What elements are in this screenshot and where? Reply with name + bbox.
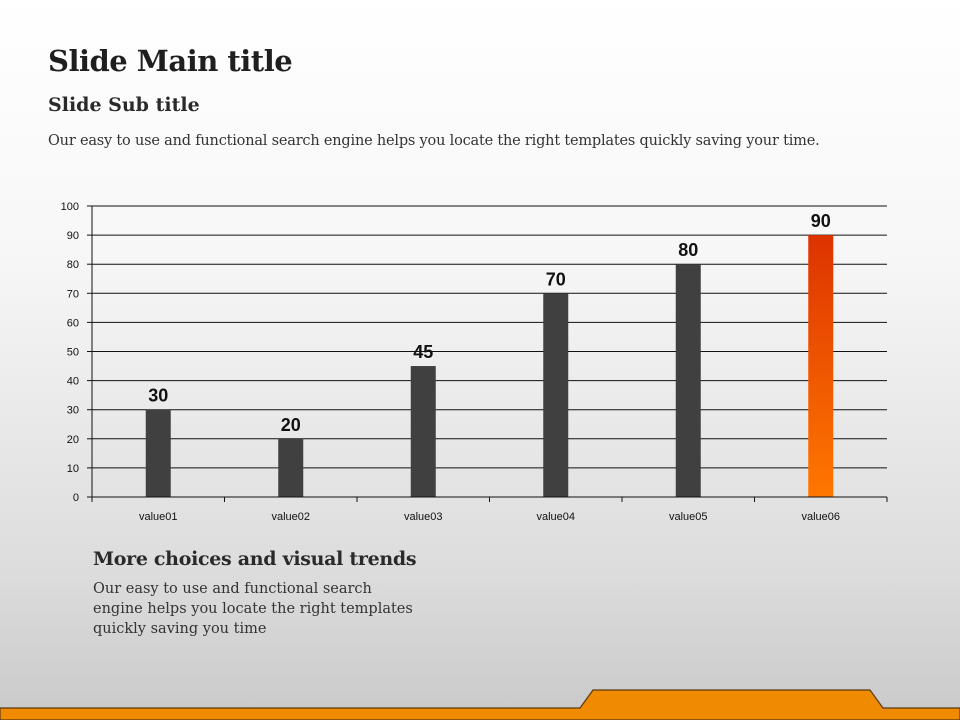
y-tick-label: 10	[67, 463, 79, 475]
bar	[145, 409, 171, 497]
y-tick-label: 80	[67, 259, 79, 271]
bar-highlight	[808, 235, 834, 497]
data-label: 20	[281, 415, 301, 435]
section-text: Our easy to use and functional search en…	[93, 581, 413, 637]
y-tick-label: 20	[67, 434, 79, 446]
bar	[410, 366, 436, 497]
bar	[543, 293, 569, 497]
y-tick-label: 100	[61, 201, 79, 213]
data-label: 90	[811, 211, 831, 231]
bar	[278, 438, 304, 497]
bar	[675, 264, 701, 497]
footer-accent-shape	[0, 689, 960, 720]
x-tick-label: value02	[271, 511, 310, 523]
chart-labels: 0 10 20 30 40 50 60 70 80 90 100 30 value01 20 value02…	[61, 201, 840, 523]
y-tick-label: 90	[67, 230, 79, 242]
x-tick-label: value06	[801, 511, 840, 523]
section-title: More choices and visual trends	[93, 548, 417, 570]
x-tick-label: value03	[404, 511, 443, 523]
x-tick-label: value01	[139, 511, 178, 523]
chart-bars	[145, 235, 834, 497]
x-tick-label: value05	[669, 511, 708, 523]
slide-subtitle: Slide Sub title	[48, 94, 200, 116]
data-label: 70	[546, 269, 566, 289]
y-tick-label: 0	[73, 492, 79, 504]
data-label: 80	[678, 240, 698, 260]
data-label: 30	[148, 386, 168, 406]
slide-title: Slide Main title	[48, 44, 293, 78]
y-tick-label: 50	[67, 347, 79, 359]
bar-chart: 0 10 20 30 40 50 60 70 80 90 100 30 value01 20 value02…	[61, 201, 888, 523]
slide-description: Our easy to use and functional search en…	[48, 133, 820, 149]
y-tick-label: 70	[67, 288, 79, 300]
x-tick-label: value04	[536, 511, 575, 523]
y-tick-label: 40	[67, 376, 79, 388]
y-tick-label: 30	[67, 405, 79, 417]
chart-axes	[87, 205, 888, 502]
data-label: 45	[413, 342, 433, 362]
y-tick-label: 60	[67, 317, 79, 329]
chart-gridlines	[92, 205, 887, 469]
